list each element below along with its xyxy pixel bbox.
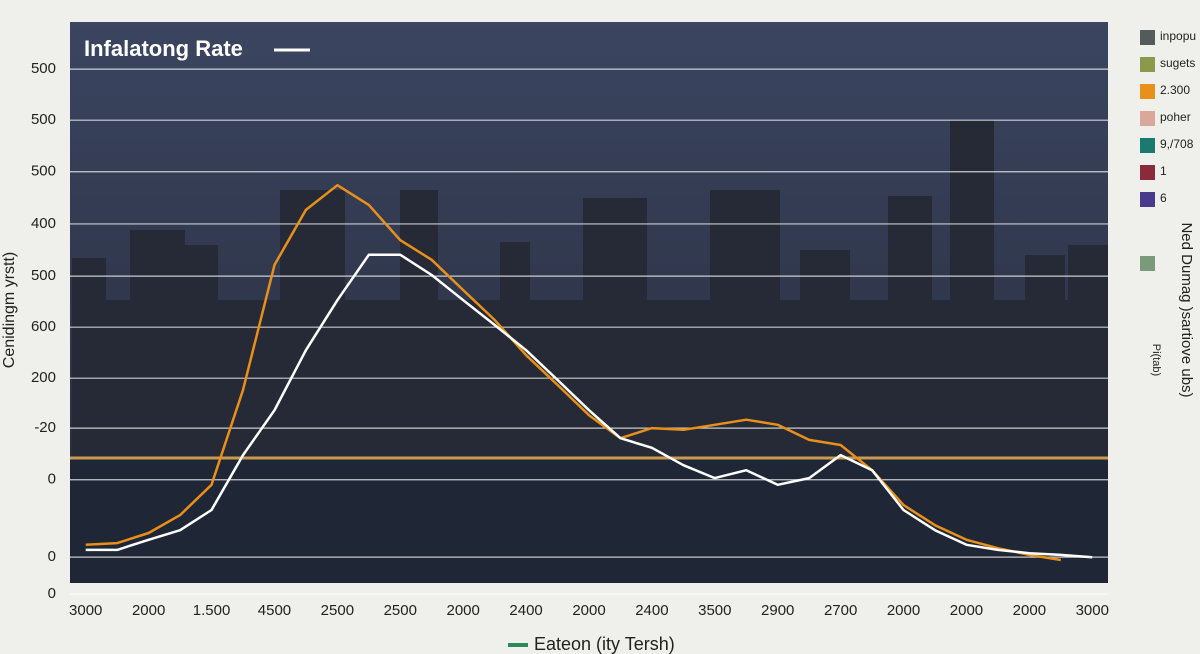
- x-tick-label: 2000: [572, 602, 605, 619]
- y-tick-label: 500: [31, 163, 56, 180]
- x-tick-label: 2400: [635, 602, 668, 619]
- skyline: [72, 120, 1108, 460]
- legend-label: 6: [1160, 191, 1167, 205]
- y-tick-label: 200: [31, 369, 56, 386]
- y-tick-label: 500: [31, 111, 56, 128]
- y-tick-label: 0: [48, 585, 56, 602]
- x-tick-label: 2000: [950, 602, 983, 619]
- x-tick-label: 1.500: [193, 602, 231, 619]
- side-note: Pi(tab): [1150, 344, 1162, 376]
- legend-swatch: [1140, 138, 1155, 153]
- legend-swatch: [1140, 84, 1155, 99]
- x-tick-label: 2000: [1013, 602, 1046, 619]
- y-tick-label: 600: [31, 318, 56, 335]
- x-tick-label: 3500: [698, 602, 731, 619]
- y-tick-label: 500: [31, 267, 56, 284]
- x-axis-label: Eateon (ity Tersh): [534, 634, 675, 654]
- x-tick-label: 2500: [384, 602, 417, 619]
- y-tick-label: 500: [31, 60, 56, 77]
- chart-title: Infalatong Rate: [84, 36, 243, 61]
- x-tick-label: 3000: [1076, 602, 1109, 619]
- legend-swatch: [1140, 111, 1155, 126]
- x-tick-label: 2500: [321, 602, 354, 619]
- legend-label: poher: [1160, 110, 1191, 124]
- y-axis-label: Cenidingm yrstt): [1, 252, 18, 368]
- x-tick-label: 3000: [69, 602, 102, 619]
- x-tick-label: 2700: [824, 602, 857, 619]
- legend-label: 9,/708: [1160, 137, 1194, 151]
- x-tick-label: 2000: [132, 602, 165, 619]
- y-tick-label: 0: [48, 471, 56, 488]
- legend-swatch: [1140, 256, 1155, 271]
- y2-axis-label: Ned Dumag )sartiove ubs): [1178, 222, 1195, 397]
- line-series: [85, 183, 1062, 562]
- legend-label: inpopu: [1160, 29, 1196, 43]
- x-tick-label: 4500: [258, 602, 291, 619]
- x-tick-label: 2000: [446, 602, 479, 619]
- legend-label: sugets: [1160, 56, 1195, 70]
- y-tick-label: 400: [31, 215, 56, 232]
- water: [70, 458, 1108, 583]
- legend-label: 1: [1160, 164, 1167, 178]
- y-tick-label: 0: [48, 548, 56, 565]
- line-series: [85, 253, 1093, 559]
- x-tick-label: 2000: [887, 602, 920, 619]
- x-tick-label: 2900: [761, 602, 794, 619]
- legend-swatch: [1140, 57, 1155, 72]
- legend-swatch: [1140, 165, 1155, 180]
- x-tick-label: 2400: [509, 602, 542, 619]
- y-tick-label: -20: [34, 419, 56, 436]
- legend-label: 2.300: [1160, 83, 1190, 97]
- legend-swatch: [1140, 192, 1155, 207]
- legend-swatch: [1140, 30, 1155, 45]
